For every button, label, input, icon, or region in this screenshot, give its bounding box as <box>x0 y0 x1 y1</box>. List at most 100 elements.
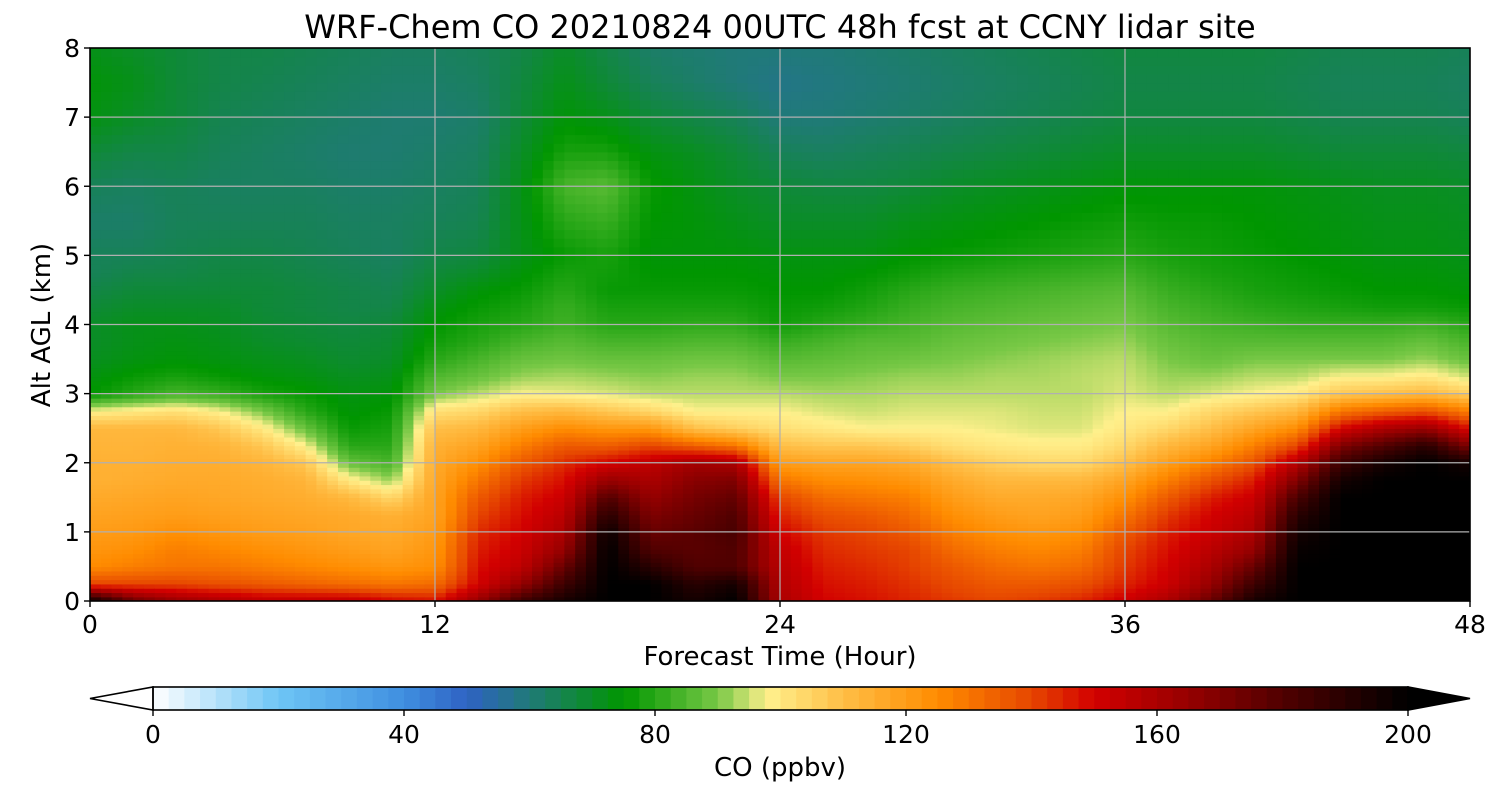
heatmap-cell <box>402 333 415 339</box>
heatmap-cell <box>435 380 447 386</box>
heatmap-cell <box>122 255 134 261</box>
heatmap-cell <box>456 449 469 455</box>
heatmap-cell <box>251 203 264 213</box>
heatmap-cell <box>456 484 469 490</box>
heatmap-cell <box>456 423 469 429</box>
heatmap-cell <box>219 82 231 92</box>
heatmap-cell <box>435 415 447 421</box>
heatmap-cell <box>219 160 231 170</box>
heatmap-cell <box>478 449 490 455</box>
heatmap-cell <box>478 160 490 170</box>
heatmap-cell <box>564 134 576 144</box>
heatmap-cell <box>90 505 102 511</box>
heatmap-cell <box>413 583 425 589</box>
heatmap-cell <box>90 160 102 170</box>
heatmap-cell <box>348 454 361 460</box>
heatmap-cell <box>143 359 156 365</box>
heatmap-cell <box>521 56 533 66</box>
heatmap-cell <box>90 510 102 516</box>
heatmap-cell <box>262 471 274 477</box>
heatmap-cell <box>521 423 533 429</box>
heatmap-cell <box>499 246 512 257</box>
heatmap-cell <box>585 389 598 395</box>
heatmap-cell <box>575 203 587 213</box>
heatmap-cell <box>564 588 576 594</box>
heatmap-cell <box>284 523 296 529</box>
heatmap-cell <box>348 449 361 455</box>
heatmap-cell <box>488 117 501 127</box>
heatmap-cell <box>251 328 264 334</box>
heatmap-cell <box>262 575 274 581</box>
heatmap-cell <box>359 281 372 287</box>
heatmap-cell <box>90 151 102 162</box>
heatmap-cell <box>143 168 156 179</box>
heatmap-cell <box>585 125 598 136</box>
heatmap-cell <box>273 294 285 300</box>
heatmap-cell <box>251 579 264 585</box>
heatmap-cell <box>445 220 458 231</box>
heatmap-cell <box>240 134 253 144</box>
heatmap-cell <box>413 562 425 568</box>
heatmap-cell <box>284 428 296 434</box>
heatmap-cell <box>165 583 177 589</box>
heatmap-cell <box>445 583 458 589</box>
heatmap-cell <box>122 406 134 412</box>
heatmap-cell <box>154 194 167 205</box>
heatmap-cell <box>575 570 587 576</box>
heatmap-cell <box>456 65 469 75</box>
heatmap-cell <box>176 259 188 265</box>
heatmap-cell <box>262 281 274 287</box>
heatmap-cell <box>337 549 350 555</box>
heatmap-cell <box>348 99 361 110</box>
heatmap-cell <box>413 432 425 438</box>
heatmap-cell <box>337 259 350 265</box>
heatmap-cell <box>553 246 566 257</box>
heatmap-cell <box>413 410 425 416</box>
heatmap-cell <box>133 125 145 136</box>
heatmap-cell <box>305 376 318 382</box>
heatmap-cell <box>564 363 576 369</box>
heatmap-cell <box>262 389 274 395</box>
heatmap-cell <box>575 108 587 118</box>
heatmap-cell <box>445 384 458 390</box>
heatmap-cell <box>402 315 415 321</box>
heatmap-cell <box>154 363 167 369</box>
heatmap-cell <box>478 389 490 395</box>
heatmap-cell <box>316 324 328 330</box>
heatmap-cell <box>402 311 415 317</box>
heatmap-cell <box>187 596 199 601</box>
heatmap-cell <box>424 212 436 222</box>
heatmap-cell <box>154 488 167 494</box>
heatmap-cell <box>240 203 253 213</box>
heatmap-cell <box>273 441 285 447</box>
heatmap-cell <box>381 315 393 321</box>
heatmap-cell <box>359 557 372 563</box>
heatmap-cell <box>575 592 587 598</box>
heatmap-cell <box>305 588 318 594</box>
heatmap-cell <box>402 419 415 425</box>
heatmap-cell <box>187 497 199 503</box>
heatmap-cell <box>381 488 393 494</box>
heatmap-cell <box>499 333 512 339</box>
heatmap-cell <box>133 389 145 395</box>
heatmap-cell <box>553 320 566 326</box>
heatmap-cell <box>424 536 436 542</box>
heatmap-cell <box>262 341 274 347</box>
heatmap-cell <box>100 268 113 274</box>
heatmap-cell <box>435 264 447 270</box>
heatmap-cell <box>564 579 576 585</box>
heatmap-cell <box>111 436 124 442</box>
heatmap-cell <box>402 337 415 343</box>
heatmap-cell <box>391 350 404 356</box>
heatmap-cell <box>510 73 522 84</box>
heatmap-cell <box>596 264 609 270</box>
heatmap-cell <box>273 449 285 455</box>
heatmap-cell <box>327 393 339 399</box>
heatmap-cell <box>327 125 339 136</box>
heatmap-cell <box>240 544 253 550</box>
heatmap-cell <box>230 324 242 330</box>
heatmap-cell <box>499 596 512 601</box>
heatmap-cell <box>488 160 501 170</box>
heatmap-cell <box>488 311 501 317</box>
heatmap-cell <box>284 259 296 265</box>
